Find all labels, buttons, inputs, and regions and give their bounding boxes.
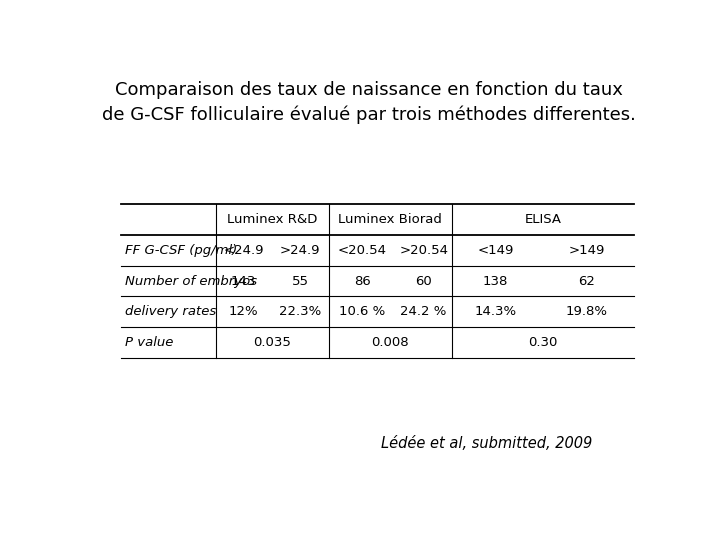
Text: 12%: 12% <box>229 305 258 318</box>
Text: 0.035: 0.035 <box>253 336 291 349</box>
Text: 60: 60 <box>415 274 432 287</box>
Text: Comparaison des taux de naissance en fonction du taux
de G-CSF folliculaire éval: Comparaison des taux de naissance en fon… <box>102 82 636 124</box>
Text: Luminex Biorad: Luminex Biorad <box>338 213 442 226</box>
Text: 62: 62 <box>578 274 595 287</box>
Text: 22.3%: 22.3% <box>279 305 321 318</box>
Text: >20.54: >20.54 <box>399 244 448 256</box>
Text: >149: >149 <box>568 244 605 256</box>
Text: 0.008: 0.008 <box>372 336 409 349</box>
Text: 14.3%: 14.3% <box>474 305 516 318</box>
Text: ELISA: ELISA <box>524 213 562 226</box>
Text: 0.30: 0.30 <box>528 336 557 349</box>
Text: P value: P value <box>125 336 174 349</box>
Text: Number of embryos: Number of embryos <box>125 274 257 287</box>
Text: 55: 55 <box>292 274 309 287</box>
Text: Lédée et al, submitted, 2009: Lédée et al, submitted, 2009 <box>381 436 593 451</box>
Text: 10.6 %: 10.6 % <box>339 305 385 318</box>
Text: 143: 143 <box>231 274 256 287</box>
Text: Luminex R&D: Luminex R&D <box>227 213 318 226</box>
Text: <149: <149 <box>477 244 513 256</box>
Text: >24.9: >24.9 <box>280 244 320 256</box>
Text: 19.8%: 19.8% <box>566 305 608 318</box>
Text: FF G-CSF (pg/ml): FF G-CSF (pg/ml) <box>125 244 238 256</box>
Text: delivery rates: delivery rates <box>125 305 217 318</box>
Text: 86: 86 <box>354 274 371 287</box>
Text: 138: 138 <box>482 274 508 287</box>
Text: <20.54: <20.54 <box>338 244 387 256</box>
Text: <24.9: <24.9 <box>223 244 264 256</box>
Text: 24.2 %: 24.2 % <box>400 305 447 318</box>
